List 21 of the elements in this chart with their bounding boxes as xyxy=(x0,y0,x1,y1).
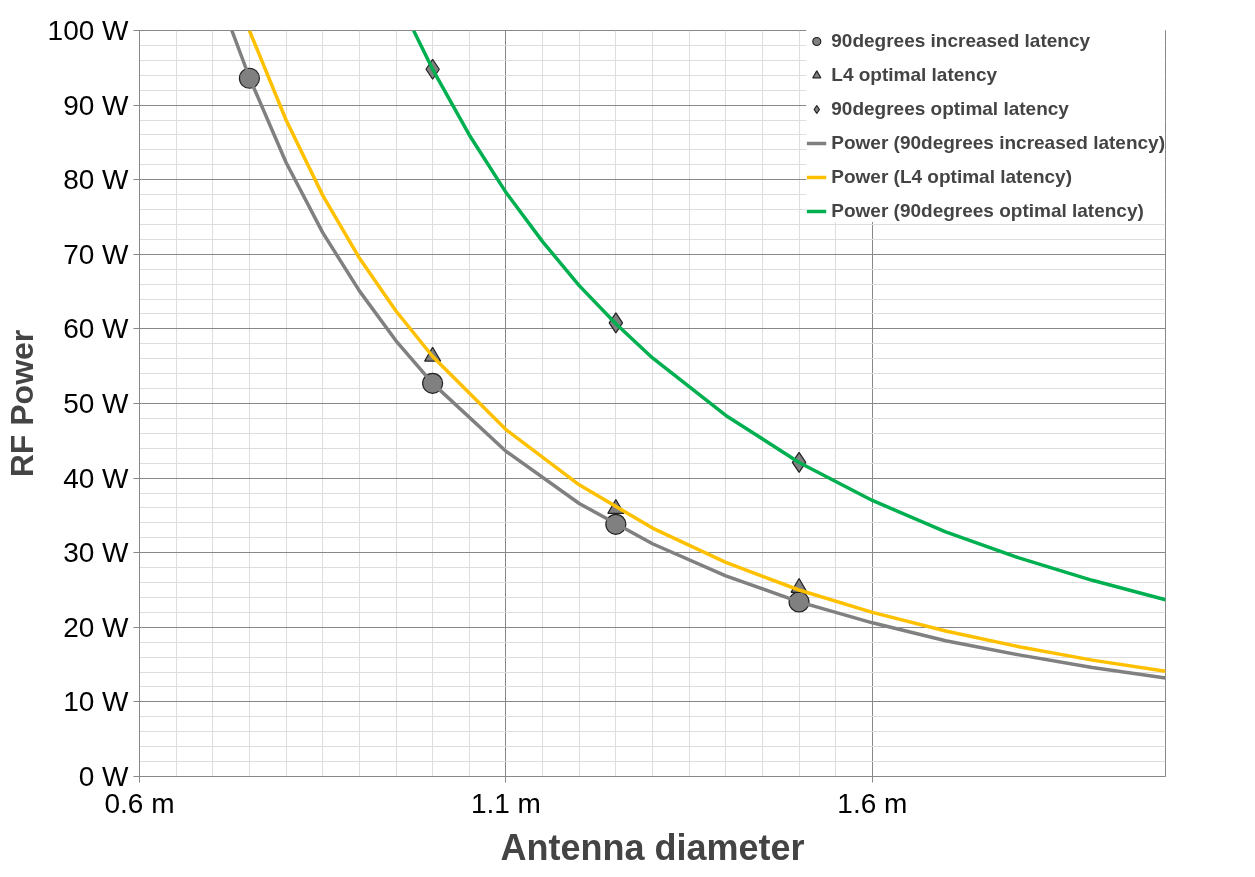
x-axis-title: Antenna diameter xyxy=(500,826,805,868)
y-tick-label: 90 W xyxy=(63,89,130,121)
line-series xyxy=(411,30,1166,602)
x-tick-label: 1.6 m xyxy=(837,787,908,819)
y-tick-label: 100 W xyxy=(47,15,130,46)
y-tick-label: 40 W xyxy=(63,462,130,494)
legend-label: L4 optimal latency xyxy=(831,64,998,86)
y-axis-title: RF Power xyxy=(3,329,40,478)
legend-label: 90degrees optimal latency xyxy=(831,98,1069,120)
x-tick-label: 1.1 m xyxy=(470,787,541,819)
y-tick-label: 30 W xyxy=(63,537,130,569)
legend-label: 90degrees increased latency xyxy=(831,30,1091,52)
legend-label: Power (L4 optimal latency) xyxy=(831,166,1073,188)
legend-label: Power (90degrees increased latency) xyxy=(831,132,1165,154)
y-tick-label: 50 W xyxy=(63,388,130,419)
legend-label: Power (90degrees optimal latency) xyxy=(831,200,1144,222)
y-tick-label: 80 W xyxy=(63,164,130,196)
y-tick-label: 70 W xyxy=(63,238,130,270)
y-tick-label: 60 W xyxy=(63,313,130,345)
y-tick-label: 10 W xyxy=(63,686,130,718)
y-tick-label: 20 W xyxy=(63,611,130,643)
